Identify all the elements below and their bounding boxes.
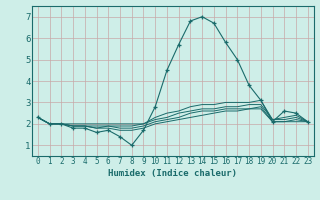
X-axis label: Humidex (Indice chaleur): Humidex (Indice chaleur)	[108, 169, 237, 178]
